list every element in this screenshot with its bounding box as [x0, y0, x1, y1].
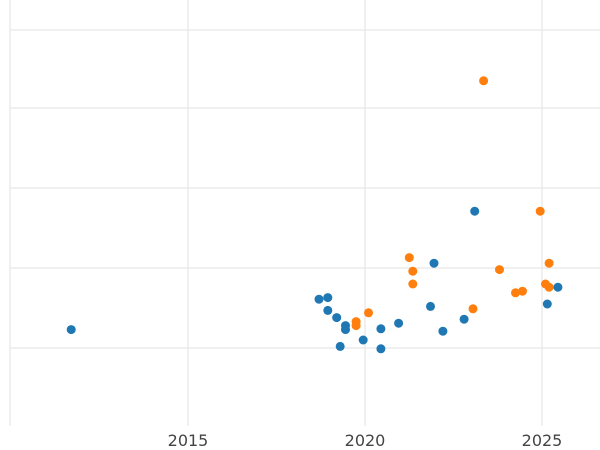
data-point [544, 258, 554, 268]
grid-layer [9, 0, 600, 426]
x-tick-label: 2020 [345, 431, 386, 450]
data-point [429, 258, 439, 268]
data-point [358, 335, 368, 345]
data-point [314, 294, 324, 304]
data-points [66, 76, 563, 354]
data-point [408, 266, 418, 276]
data-point [404, 253, 414, 263]
data-point [335, 341, 345, 351]
x-tick-label: 2025 [522, 431, 563, 450]
data-point [376, 324, 386, 334]
data-point [323, 305, 333, 315]
data-point [332, 313, 342, 323]
data-point [394, 318, 404, 328]
data-point [426, 301, 435, 311]
data-point [341, 325, 350, 335]
data-point [479, 76, 489, 86]
data-point [408, 279, 418, 289]
data-point [459, 314, 469, 324]
data-point [468, 304, 478, 314]
data-point [351, 321, 361, 331]
data-point [544, 282, 554, 292]
x-tick-label: 2015 [168, 431, 209, 450]
data-point [376, 344, 386, 354]
data-point [518, 286, 527, 296]
data-point [495, 265, 504, 275]
data-point [438, 326, 448, 336]
data-point [364, 308, 373, 318]
data-point [66, 325, 76, 335]
data-point [535, 206, 545, 216]
data-point [511, 288, 520, 298]
data-point [553, 282, 563, 292]
data-point [323, 293, 333, 303]
data-point [542, 299, 552, 309]
data-point [470, 206, 480, 216]
x-tick-labels: 2015 2020 2025 [168, 431, 563, 450]
